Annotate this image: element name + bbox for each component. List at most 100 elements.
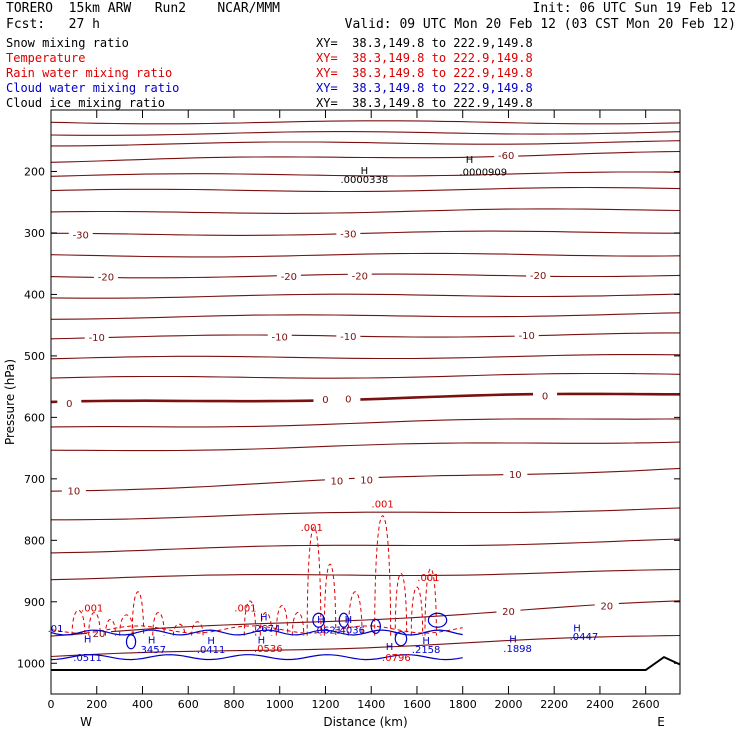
x-tick-label: 200	[86, 698, 107, 711]
isotherm-label: 0	[66, 399, 72, 410]
rain-label: .001	[234, 603, 256, 614]
endpoint-west: W	[80, 715, 92, 729]
rain-label: .001	[372, 499, 394, 510]
cloud-water-label: .2674	[252, 624, 281, 635]
rain-label: .001	[301, 523, 323, 534]
rain-max-label: .0796	[382, 653, 411, 664]
cloud-water-label: .3457	[137, 645, 166, 656]
rain-label: .001	[81, 603, 103, 614]
legend-label-cloud-ice: Cloud ice mixing ratio	[6, 96, 165, 110]
x-tick-label: 800	[223, 698, 244, 711]
isotherm-label: -60	[498, 151, 514, 162]
rain-contour	[394, 572, 408, 636]
isotherm-label: -20	[352, 272, 368, 283]
y-tick-label: 900	[24, 596, 45, 609]
rain-contour	[71, 610, 86, 636]
legend-xy-cloud-water: XY= 38.3,149.8 to 222.9,149.8	[316, 81, 533, 95]
y-tick-label: 700	[24, 473, 45, 486]
org-name: NCAR/MMM	[217, 1, 280, 16]
x-tick-label: 1200	[311, 698, 339, 711]
x-axis-label: Distance (km)	[323, 715, 407, 729]
max-marker: H	[573, 624, 581, 635]
legend-xy-snow: XY= 38.3,149.8 to 222.9,149.8	[316, 36, 533, 50]
rain-contour	[291, 612, 305, 636]
isotherm-label-bg	[494, 149, 519, 162]
y-tick-label: 200	[24, 165, 45, 178]
isotherm-label: -10	[89, 333, 105, 344]
isotherm-label-bg	[514, 329, 539, 342]
endpoint-east: E	[657, 715, 665, 729]
rain-band	[50, 625, 463, 634]
isotherm-label-bg	[336, 227, 361, 240]
isotherm-label: -10	[272, 332, 288, 343]
rain-contour	[306, 526, 322, 636]
isotherm-label: 10	[360, 475, 373, 486]
isotherm-label: -20	[281, 272, 297, 283]
rain-contour	[104, 618, 117, 636]
isotherm-label-bg	[336, 329, 361, 342]
isotherm-label-bg	[347, 269, 372, 282]
isotherm-line	[50, 392, 680, 404]
isotherm-label-bg	[57, 396, 82, 409]
rain-contour	[119, 614, 134, 636]
legend-label-snow: Snow mixing ratio	[6, 36, 129, 50]
cloud-water-cell	[125, 634, 137, 650]
contour-labels: .001 .001 .001 .001 .001 .0536 .0796 .0511 .3457…	[48, 155, 599, 664]
rain-contour	[191, 621, 204, 636]
cloud-water-cell	[394, 631, 408, 647]
cloud-water-label: .0621	[313, 625, 342, 636]
y-tick-label: 600	[24, 411, 45, 424]
x-tick-label: 1800	[449, 698, 477, 711]
rain-contour	[172, 623, 186, 636]
cloud-water-cell	[427, 612, 448, 628]
isotherm-label: 20	[502, 607, 515, 618]
max-marker: H	[317, 615, 325, 626]
cloud-water-label: .0447	[570, 632, 599, 643]
axes: 0 200 400 600 800 1000 1200 1400 1600 1800 2000 220…	[3, 109, 681, 729]
cloud-water-cell	[338, 612, 349, 628]
isotherm-label-bg	[496, 605, 521, 618]
rain-contour	[131, 591, 145, 636]
isotherm-line	[50, 312, 681, 320]
rain-contour	[152, 612, 165, 636]
isotherm-line	[51, 230, 680, 236]
isotherm-label-bg	[526, 269, 551, 282]
legend-label-cloud-water: Cloud water mixing ratio	[6, 81, 180, 95]
isotherm-label: 10	[331, 477, 344, 488]
rain-contour	[259, 612, 273, 636]
max-marker: H	[148, 635, 156, 646]
cloud-water-label: .4036	[336, 625, 365, 636]
isotherm-label: -10	[519, 331, 535, 342]
isotherm-label: 10	[509, 470, 522, 481]
rain-contours	[50, 515, 463, 636]
x-tick-label: 1600	[403, 698, 431, 711]
x-tick-label: 0	[48, 698, 55, 711]
isotherm-line	[50, 293, 681, 299]
y-tick-label: 500	[24, 350, 45, 363]
isotherm-line	[50, 600, 681, 637]
x-tick-label: 2000	[494, 698, 522, 711]
isotherm-line	[50, 354, 681, 360]
isotherm-line	[50, 418, 681, 428]
legend-label-temperature: Temperature	[6, 51, 86, 65]
isotherm-line	[50, 186, 681, 193]
cloud-water-contour-top	[50, 629, 463, 636]
isotherm-label-bg	[68, 228, 93, 241]
max-marker: H	[509, 635, 517, 646]
isotherm-label: 10	[68, 486, 81, 497]
isotherm-label: 0	[322, 395, 328, 406]
rain-max-label: .0536	[254, 644, 283, 655]
rain-contour	[243, 600, 257, 636]
terrain-line	[51, 655, 681, 672]
forecast-hour: Fcst: 27 h	[6, 18, 100, 32]
legend-xy-temperature: XY= 38.3,149.8 to 222.9,149.8	[316, 51, 533, 65]
isotherm-label: -20	[530, 271, 546, 282]
x-tick-label: 1400	[357, 698, 385, 711]
cloud-water-cell	[370, 618, 381, 634]
isotherm-label: 20	[93, 629, 106, 640]
isotherm-label: -10	[340, 332, 356, 343]
isotherm-line	[50, 441, 681, 452]
isotherm-line	[50, 568, 681, 581]
rain-contour	[410, 586, 424, 636]
isotherm-line	[51, 140, 681, 147]
